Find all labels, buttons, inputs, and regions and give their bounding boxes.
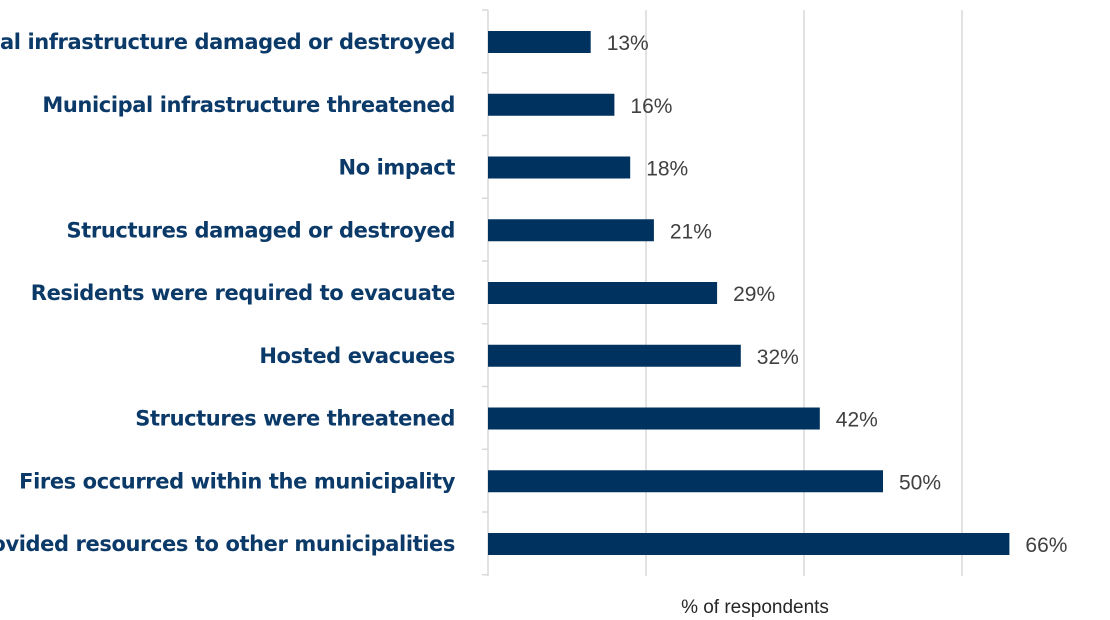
category-label: Fires occurred within the municipality <box>19 469 456 493</box>
category-labels: Municipal infrastructure damaged or dest… <box>0 30 456 556</box>
bar <box>488 156 631 179</box>
data-label: 50% <box>899 471 941 494</box>
data-label: 13% <box>607 32 649 55</box>
category-label: Provided resources to other municipaliti… <box>0 532 455 556</box>
category-label: No impact <box>339 156 456 180</box>
data-label: 16% <box>630 95 672 118</box>
data-label: 18% <box>646 158 688 181</box>
bar <box>488 344 741 367</box>
category-label: Hosted evacuees <box>259 344 455 368</box>
bars <box>488 31 1010 555</box>
data-label: 32% <box>757 346 799 369</box>
value-labels: 13% 16% 18% 21% 29% 32% 42% 50% 66% <box>607 32 1068 557</box>
category-label: Structures damaged or destroyed <box>67 218 455 242</box>
bar <box>488 470 883 493</box>
bar <box>488 219 654 242</box>
category-label: Residents were required to evacuate <box>31 281 455 305</box>
bar <box>488 533 1010 555</box>
data-label: 42% <box>836 409 878 432</box>
y-axis <box>482 9 489 576</box>
category-label: Municipal infrastructure damaged or dest… <box>0 30 455 54</box>
bar <box>488 93 615 116</box>
bar <box>488 282 718 304</box>
bar <box>488 31 591 53</box>
category-label: Municipal infrastructure threatened <box>42 93 455 117</box>
data-label: 21% <box>670 220 712 243</box>
x-axis-title: % of respondents <box>681 597 829 618</box>
data-label: 29% <box>733 283 775 306</box>
category-label: Structures were threatened <box>135 407 455 431</box>
bar <box>488 407 820 430</box>
data-label: 66% <box>1025 534 1067 557</box>
